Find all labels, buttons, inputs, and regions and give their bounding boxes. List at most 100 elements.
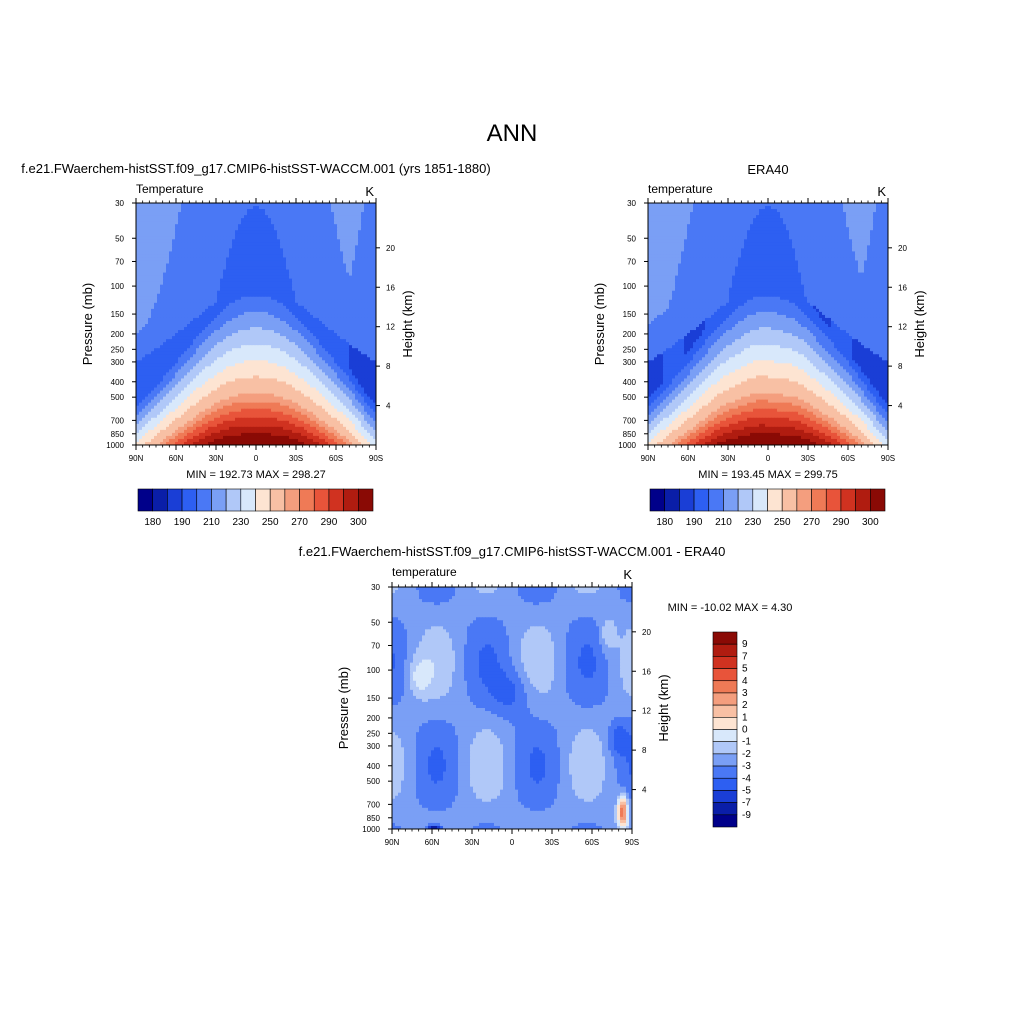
field-cell [274,272,278,277]
field-cell [205,257,209,261]
field-cell [298,378,302,382]
field-cell [253,278,257,283]
field-cell [319,266,323,271]
field-cell [253,311,257,316]
field-cell [196,345,200,349]
field-cell [250,360,254,364]
field-cell [205,375,209,379]
field-cell [229,345,233,349]
field-cell [217,212,221,216]
field-cell [202,272,206,277]
field-cell [205,333,209,337]
field-cell [349,351,353,355]
field-cell [238,308,242,313]
field-cell [229,245,233,249]
field-cell [340,320,344,325]
field-cell [253,345,257,349]
field-cell [277,281,281,286]
field-cell [301,366,305,370]
field-cell [184,275,188,280]
field-cell [241,218,245,222]
field-cell [217,357,221,361]
field-cell [202,360,206,364]
field-cell [286,345,290,349]
field-cell [223,278,227,283]
field-cell [271,375,275,379]
field-cell [139,327,143,331]
field-cell [238,314,242,319]
field-cell [343,239,347,243]
field-cell [214,339,218,343]
field-cell [364,339,368,343]
field-cell [190,296,194,301]
field-cell [310,224,314,228]
field-cell [229,381,233,385]
field-cell [247,266,251,271]
field-cell [229,357,233,361]
field-cell [211,348,215,352]
field-cell [229,248,233,252]
field-cell [304,239,308,243]
field-cell [151,390,155,395]
field-cell [199,227,203,231]
field-cell [220,230,224,234]
field-cell [154,330,158,334]
field-cell [370,239,374,243]
field-cell [355,384,359,389]
field-cell [151,233,155,237]
field-cell [340,308,344,313]
field-cell [277,333,281,337]
field-cell [349,278,353,283]
field-cell [220,372,224,376]
field-cell [274,293,278,298]
field-cell [220,209,224,213]
field-cell [169,254,173,258]
field-cell [145,215,149,219]
field-cell [163,336,167,340]
field-cell [322,351,326,355]
field-cell [253,369,257,373]
field-cell [193,333,197,337]
field-cell [244,236,248,240]
field-cell [340,209,344,213]
field-cell [196,245,200,249]
field-cell [268,327,272,331]
field-cell [241,351,245,355]
field-cell [181,369,185,373]
field-cell [181,248,185,252]
field-cell [292,269,296,274]
field-cell [253,333,257,337]
field-cell [193,330,197,334]
field-cell [346,369,350,373]
field-cell [196,281,200,286]
field-cell [322,263,326,268]
field-cell [184,221,188,225]
field-cell [289,320,293,325]
field-cell [178,209,182,213]
field-cell [358,239,362,243]
field-cell [175,320,179,325]
field-cell [304,230,308,234]
field-cell [340,384,344,389]
field-cell [361,348,365,352]
field-cell [196,375,200,379]
field-cell [358,212,362,216]
field-cell [337,320,341,325]
field-cell [160,387,164,392]
field-cell [232,224,236,228]
field-cell [214,320,218,325]
field-cell [193,293,197,298]
field-cell [373,230,377,234]
field-cell [190,369,194,373]
figure-title: ANN [487,120,538,147]
field-cell [328,342,332,346]
field-cell [163,224,167,228]
field-cell [172,314,176,319]
field-cell [262,242,266,246]
field-cell [334,369,338,373]
field-cell [265,239,269,243]
field-cell [148,287,152,292]
field-cell [172,254,176,258]
field-cell [286,320,290,325]
field-cell [337,230,341,234]
